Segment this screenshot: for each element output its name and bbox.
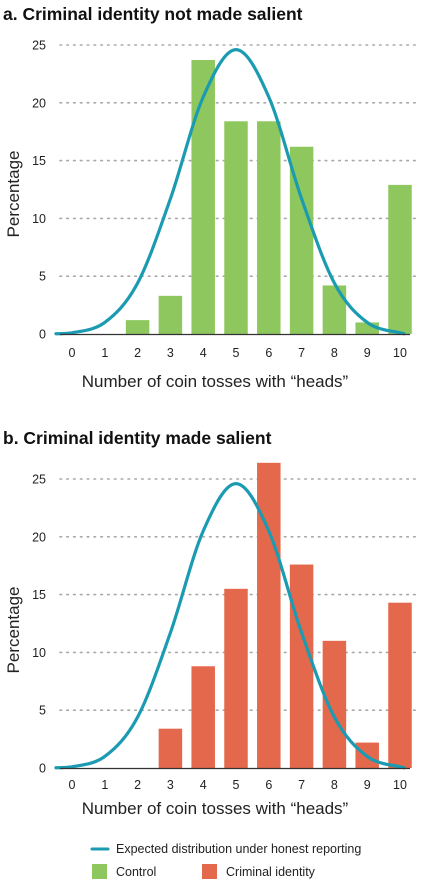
panel-b-x-tick-9: 9 xyxy=(364,778,371,792)
panel-a-expected-curve-group xyxy=(54,48,406,336)
panel-a-x-tick-10: 10 xyxy=(393,346,407,360)
panel-b-expected-curve-group xyxy=(54,482,406,770)
panel-b-y-tick-25: 25 xyxy=(32,473,46,487)
panel-b-bar-6 xyxy=(257,462,281,768)
panel-b-x-tick-3: 3 xyxy=(167,778,174,792)
panel-a-x-tick-labels: 0 1 2 3 4 5 6 7 8 9 10 xyxy=(69,346,407,360)
legend: Expected distribution under honest repor… xyxy=(90,842,361,879)
panel-b: b. Criminal identity made salient 051015… xyxy=(3,428,419,818)
panel-b-y-tick-0: 0 xyxy=(39,762,46,776)
panel-b-x-tick-1: 1 xyxy=(101,778,108,792)
panel-a-y-tick-5: 5 xyxy=(39,270,46,284)
panel-a-x-tick-0: 0 xyxy=(69,346,76,360)
panel-a-x-tick-4: 4 xyxy=(200,346,207,360)
panel-a-x-tick-8: 8 xyxy=(331,346,338,360)
panel-a-x-tick-1: 1 xyxy=(101,346,108,360)
panel-b-bar-4 xyxy=(191,666,215,768)
panel-a-title: a. Criminal identity not made salient xyxy=(3,4,303,24)
panel-a-bar-10 xyxy=(388,184,412,334)
panel-a-x-tick-9: 9 xyxy=(364,346,371,360)
panel-b-x-tick-8: 8 xyxy=(331,778,338,792)
panel-b-x-tick-7: 7 xyxy=(298,778,305,792)
panel-b-expected-curve xyxy=(54,482,406,770)
panel-a: a. Criminal identity not made salient 0 5… xyxy=(3,4,419,391)
panel-a-bar-9 xyxy=(355,322,379,334)
legend-expected-label: Expected distribution under honest repor… xyxy=(116,842,361,856)
panel-b-title: b. Criminal identity made salient xyxy=(3,428,272,448)
panel-b-bar-7 xyxy=(289,564,314,768)
legend-control-swatch xyxy=(92,864,107,879)
panel-a-x-tick-2: 2 xyxy=(134,346,141,360)
panel-b-bar-10 xyxy=(388,602,412,768)
panel-a-x-tick-3: 3 xyxy=(167,346,174,360)
panel-b-y-tick-15: 15 xyxy=(32,588,46,602)
panel-a-y-tick-15: 15 xyxy=(32,154,46,168)
legend-control-label: Control xyxy=(116,865,156,879)
panel-b-x-tick-6: 6 xyxy=(265,778,272,792)
panel-b-x-axis-label: Number of coin tosses with “heads” xyxy=(82,799,349,818)
panel-a-x-axis-label: Number of coin tosses with “heads” xyxy=(82,372,349,391)
panel-a-x-tick-6: 6 xyxy=(265,346,272,360)
panel-a-y-tick-20: 20 xyxy=(32,96,46,110)
panel-a-x-tick-7: 7 xyxy=(298,346,305,360)
panel-a-bars xyxy=(125,60,412,335)
panel-a-y-tick-0: 0 xyxy=(39,328,46,342)
legend-criminal-label: Criminal identity xyxy=(226,865,316,879)
panel-a-y-tick-labels: 0 5 10 15 20 25 xyxy=(32,39,46,342)
panel-b-x-tick-labels: 0 1 2 3 4 5 6 7 8 9 10 xyxy=(69,778,407,792)
panel-a-bar-8 xyxy=(322,285,347,334)
panel-b-x-tick-5: 5 xyxy=(233,778,240,792)
panel-a-bar-7 xyxy=(289,146,314,334)
panel-b-x-tick-2: 2 xyxy=(134,778,141,792)
panel-a-y-tick-25: 25 xyxy=(32,39,46,53)
panel-b-y-axis-label: Percentage xyxy=(4,587,23,674)
panel-a-bar-5 xyxy=(224,121,248,335)
panel-a-x-tick-5: 5 xyxy=(233,346,240,360)
panel-a-bar-6 xyxy=(257,121,281,335)
panel-a-bar-3 xyxy=(158,295,183,334)
panel-a-y-tick-10: 10 xyxy=(32,212,46,226)
panel-b-x-tick-4: 4 xyxy=(200,778,207,792)
panel-a-bar-4 xyxy=(191,60,215,334)
panel-a-bar-2 xyxy=(125,320,150,334)
panel-b-x-tick-10: 10 xyxy=(393,778,407,792)
panel-b-x-tick-0: 0 xyxy=(69,778,76,792)
panel-a-expected-curve xyxy=(54,48,406,336)
panel-a-y-axis-label: Percentage xyxy=(4,151,23,238)
panel-b-bar-3 xyxy=(158,728,183,768)
panel-b-y-tick-20: 20 xyxy=(32,530,46,544)
panel-b-bar-8 xyxy=(322,640,347,768)
panel-b-bars xyxy=(158,462,412,768)
panel-b-y-tick-labels: 0 5 10 15 20 25 xyxy=(32,473,46,776)
panel-b-bar-5 xyxy=(224,588,248,768)
panel-b-y-tick-5: 5 xyxy=(39,704,46,718)
legend-criminal-swatch xyxy=(202,864,217,879)
panel-b-y-tick-10: 10 xyxy=(32,646,46,660)
